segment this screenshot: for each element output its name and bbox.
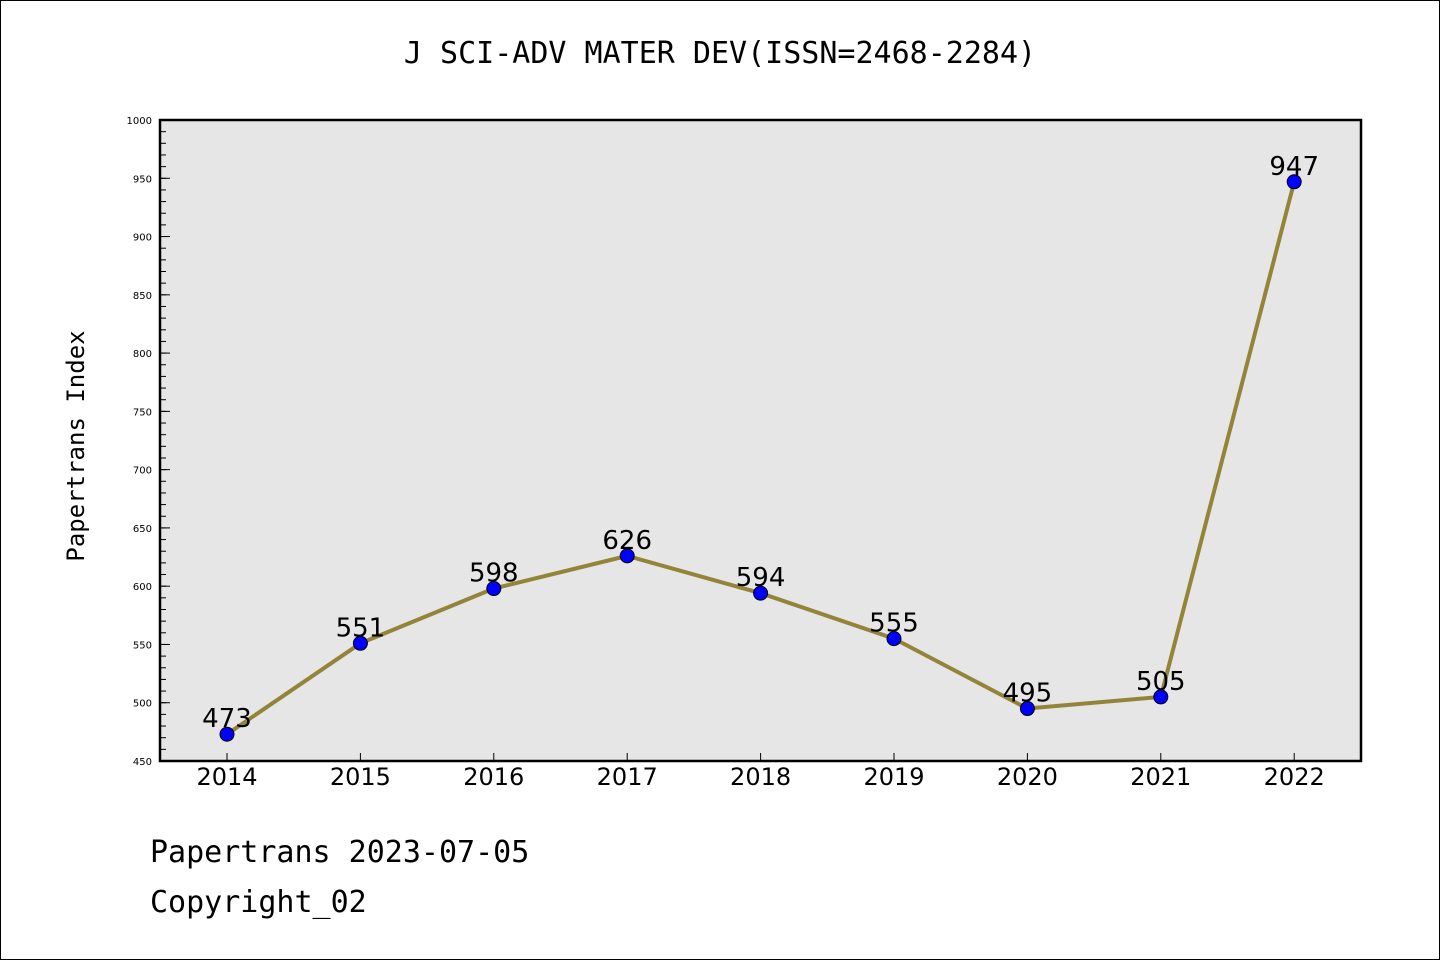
x-tick-label: 2022 — [1264, 763, 1325, 791]
data-label: 594 — [736, 563, 786, 593]
x-tick-label: 2017 — [597, 763, 658, 791]
x-tick-label: 2016 — [463, 763, 524, 791]
footer-copyright: Copyright_02 — [150, 885, 367, 920]
data-label: 598 — [469, 559, 519, 589]
data-label: 555 — [869, 609, 919, 639]
x-tick-label: 2019 — [863, 763, 924, 791]
x-tick-label: 2014 — [196, 763, 257, 791]
y-tick-label: 600 — [133, 582, 152, 593]
y-tick-label: 800 — [133, 349, 152, 360]
data-label: 626 — [602, 526, 652, 556]
data-point — [619, 548, 635, 564]
chart-title: J SCI-ADV MATER DEV(ISSN=2468-2284) — [403, 36, 1037, 71]
y-tick-label: 700 — [133, 466, 152, 477]
data-label: 505 — [1136, 667, 1186, 697]
data-point — [753, 585, 769, 601]
data-point — [352, 635, 368, 651]
y-tick-label: 450 — [133, 757, 152, 768]
x-tick-label: 2021 — [1130, 763, 1191, 791]
data-point — [486, 581, 502, 597]
data-point — [1286, 174, 1302, 190]
y-tick-label: 950 — [133, 174, 152, 185]
plot-border — [158, 118, 1363, 763]
y-tick-label: 900 — [133, 233, 152, 244]
footer-date: Papertrans 2023-07-05 — [150, 835, 530, 870]
y-tick-label: 850 — [133, 291, 152, 302]
data-point — [1153, 689, 1169, 705]
data-label: 495 — [1003, 679, 1053, 709]
x-tick-label: 2018 — [730, 763, 791, 791]
x-tick-label: 2015 — [330, 763, 391, 791]
data-point — [1019, 701, 1035, 717]
data-point — [886, 631, 902, 647]
y-tick-label: 500 — [133, 699, 152, 710]
y-tick-label: 750 — [133, 407, 152, 418]
data-label: 473 — [202, 704, 252, 734]
data-label: 947 — [1269, 152, 1319, 182]
y-tick-label: 650 — [133, 524, 152, 535]
x-tick-label: 2020 — [997, 763, 1058, 791]
data-point — [219, 726, 235, 742]
y-tick-label: 1000 — [127, 116, 152, 127]
data-label: 551 — [336, 613, 386, 643]
plot-area — [160, 120, 1361, 761]
y-tick-label: 550 — [133, 640, 152, 651]
